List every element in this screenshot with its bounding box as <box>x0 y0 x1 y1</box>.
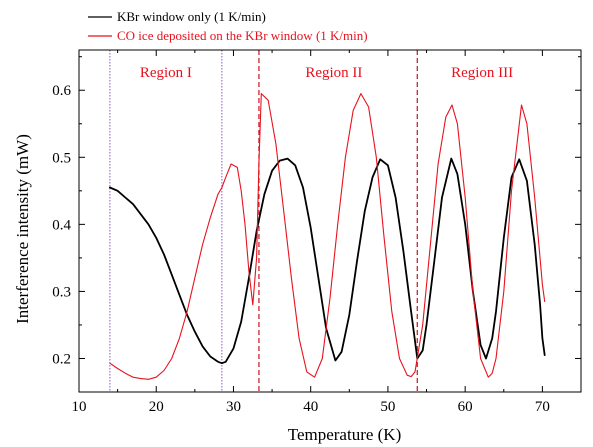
axes-frame <box>78 49 582 393</box>
y-tick-label: 0.5 <box>52 150 71 166</box>
y-tick-label: 0.6 <box>52 83 71 99</box>
series-kbr-line <box>109 157 546 365</box>
y-axis-label: Interference intensity (mW) <box>13 134 32 324</box>
region-label: Region III <box>451 65 513 81</box>
plot-area: Region I Region II Region III 10 20 30 40 50 60 7… <box>52 49 582 415</box>
y-tick-label: 0.4 <box>52 217 71 233</box>
x-tick-label: 60 <box>458 399 473 415</box>
y-tick-label: 0.3 <box>52 284 71 300</box>
series-co-ice-line <box>109 93 546 380</box>
x-tick-label: 50 <box>380 399 395 415</box>
region-label: Region II <box>305 65 362 81</box>
region-label: Region I <box>140 65 192 81</box>
legend-label-kbr: KBr window only (1 K/min) <box>117 9 266 24</box>
x-tick-label: 20 <box>149 399 164 415</box>
y-tick-label: 0.2 <box>52 351 71 367</box>
x-tick-label: 10 <box>72 399 87 415</box>
x-tick-label: 40 <box>303 399 318 415</box>
x-tick-label: 70 <box>535 399 550 415</box>
legend-label-co: CO ice deposited on the KBr window (1 K/… <box>117 28 368 43</box>
x-tick-label: 30 <box>226 399 241 415</box>
x-axis-label: Temperature (K) <box>288 425 402 444</box>
legend: KBr window only (1 K/min) CO ice deposit… <box>88 9 368 43</box>
